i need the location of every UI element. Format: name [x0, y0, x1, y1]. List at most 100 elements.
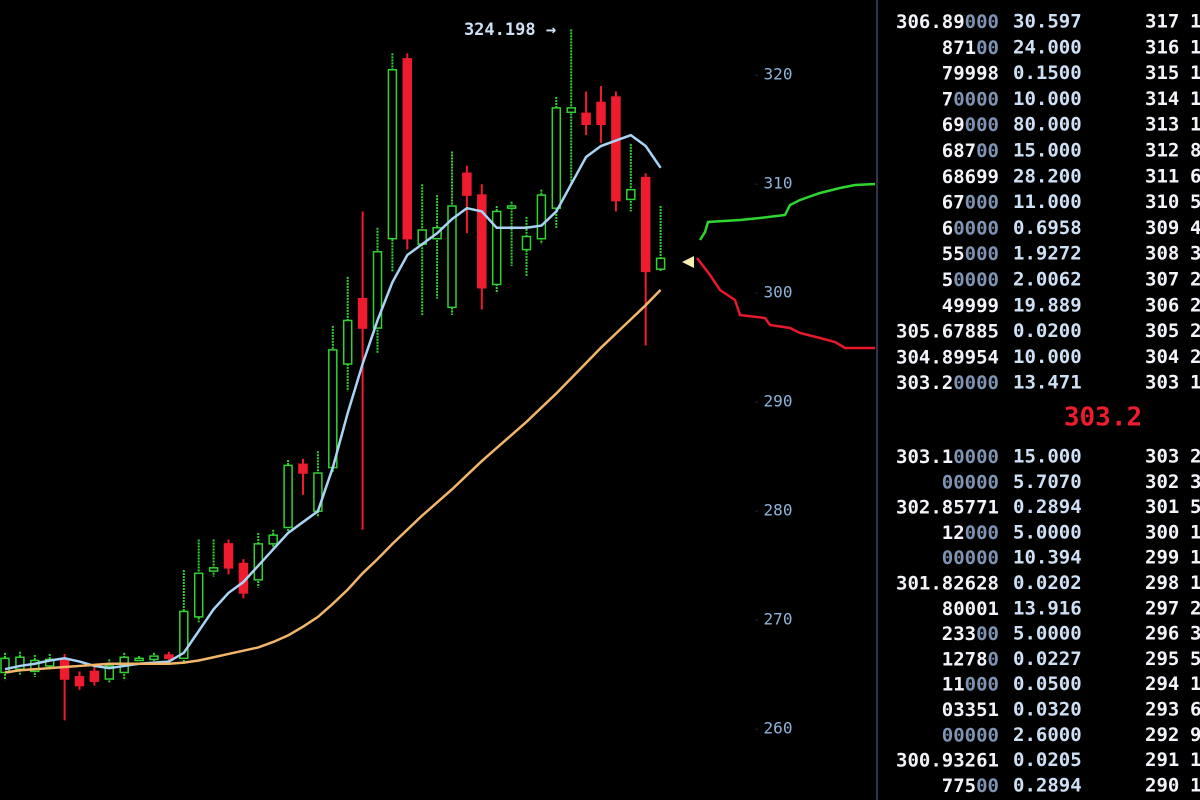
mid-price: 303.2 — [1064, 403, 1142, 433]
book-amount: 2.6000 — [1013, 724, 1082, 746]
candle-body — [268, 534, 278, 545]
candle-body — [0, 657, 10, 674]
ladder-amount: 2 — [1190, 446, 1200, 468]
ladder-price: 291 — [1145, 749, 1179, 771]
ladder-price: 303 — [1145, 372, 1179, 394]
book-price: 55000 — [942, 243, 999, 265]
ladder-price: 310 — [1145, 191, 1179, 213]
book-price: 12780 — [942, 648, 999, 670]
book-amount: 11.000 — [1013, 191, 1082, 213]
book-price: 306.89000 — [896, 11, 999, 33]
book-price: 68699 — [942, 165, 999, 187]
y-tick-label: 270 — [764, 610, 793, 629]
book-price: 23300 — [942, 623, 999, 645]
book-amount: 0.0200 — [1013, 320, 1082, 342]
ladder-price: 308 — [1145, 243, 1179, 265]
candle-body — [566, 107, 576, 114]
ladder-price: 313 — [1145, 114, 1179, 136]
book-price: 70000 — [942, 88, 999, 110]
ladder-amount: 1 — [1190, 547, 1200, 569]
book-amount: 15.000 — [1013, 446, 1082, 468]
book-amount: 0.0320 — [1013, 699, 1082, 721]
book-price: 301.82628 — [896, 572, 999, 594]
ladder-amount: 3 — [1190, 471, 1200, 493]
candle-body — [283, 464, 293, 529]
candle-body — [521, 235, 532, 251]
candle-body — [179, 610, 189, 660]
book-price: 00000 — [942, 547, 999, 569]
ladder-price: 307 — [1145, 269, 1179, 291]
ladder-amount: 1 — [1190, 88, 1200, 110]
candle-body — [536, 194, 547, 240]
candle-body — [387, 69, 398, 240]
ladder-amount: 2 — [1190, 320, 1200, 342]
candle-body — [298, 463, 308, 474]
candle-body — [30, 659, 40, 673]
candle-body — [208, 567, 219, 572]
book-price: 79998 — [942, 62, 999, 84]
ladder-amount: 1 — [1190, 11, 1200, 33]
y-tick-label: 320 — [764, 65, 793, 84]
ladder-price: 317 — [1145, 11, 1179, 33]
ladder-amount: 2 — [1190, 269, 1200, 291]
ladder-price: 292 — [1145, 724, 1179, 746]
book-price: 67000 — [942, 191, 999, 213]
book-amount: 24.000 — [1013, 36, 1082, 58]
candle-body — [134, 657, 144, 662]
candle-body — [596, 101, 606, 126]
candle-body — [149, 655, 159, 661]
candle-body — [223, 543, 234, 569]
book-amount: 10.000 — [1013, 88, 1082, 110]
ladder-price: 290 — [1145, 774, 1179, 796]
book-price: 00000 — [942, 471, 999, 493]
ladder-amount: 2 — [1190, 597, 1200, 619]
ladder-price: 297 — [1145, 597, 1179, 619]
ladder-price: 303 — [1145, 446, 1179, 468]
ladder-price: 295 — [1145, 648, 1179, 670]
candle-body — [89, 670, 100, 682]
book-amount: 15.000 — [1013, 140, 1082, 162]
ladder-amount: 1 — [1190, 114, 1200, 136]
book-amount: 1.9272 — [1013, 243, 1082, 265]
book-price: 49999 — [942, 294, 999, 316]
ladder-amount: 1 — [1190, 749, 1200, 771]
ladder-amount: 6 — [1190, 165, 1200, 187]
ladder-price: 315 — [1145, 62, 1179, 84]
ladder-price: 306 — [1145, 294, 1179, 316]
candle-body — [506, 205, 517, 209]
candle-body — [462, 172, 472, 196]
ladder-amount: 8 — [1190, 140, 1200, 162]
book-amount: 0.0205 — [1013, 749, 1082, 771]
ladder-amount: 1 — [1190, 572, 1200, 594]
book-price: 304.89954 — [896, 346, 999, 368]
ladder-price: 316 — [1145, 36, 1179, 58]
depth-bids — [698, 182, 876, 241]
ladder-amount: 1 — [1190, 62, 1200, 84]
ladder-price: 309 — [1145, 217, 1179, 239]
book-amount: 80.000 — [1013, 114, 1082, 136]
candle-body — [372, 251, 383, 329]
candle-body — [551, 107, 562, 209]
book-price: 302.85771 — [896, 496, 999, 518]
ladder-amount: 5 — [1190, 648, 1200, 670]
candle-body — [402, 58, 413, 240]
candle-body — [611, 96, 621, 202]
moving-average — [4, 133, 662, 671]
candle-body — [626, 188, 636, 201]
candle-body — [477, 194, 487, 289]
ladder-price: 299 — [1145, 547, 1179, 569]
y-tick-label: 310 — [764, 174, 793, 193]
book-amount: 28.200 — [1013, 165, 1082, 187]
book-amount: 10.394 — [1013, 547, 1082, 569]
candle-body — [581, 112, 591, 126]
ladder-price: 294 — [1145, 673, 1179, 695]
book-price: 87100 — [942, 36, 999, 58]
candle-body — [59, 658, 70, 680]
book-price: 11000 — [942, 673, 999, 695]
candle-body — [491, 210, 502, 286]
ladder-price: 305 — [1145, 320, 1179, 342]
moving-average — [4, 289, 662, 674]
ladder-amount: 3 — [1190, 243, 1200, 265]
book-amount: 0.0500 — [1013, 673, 1082, 695]
